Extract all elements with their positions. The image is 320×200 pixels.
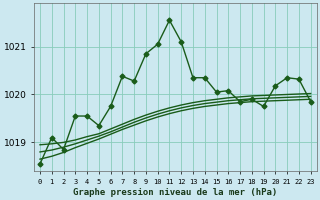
X-axis label: Graphe pression niveau de la mer (hPa): Graphe pression niveau de la mer (hPa) — [73, 188, 277, 197]
